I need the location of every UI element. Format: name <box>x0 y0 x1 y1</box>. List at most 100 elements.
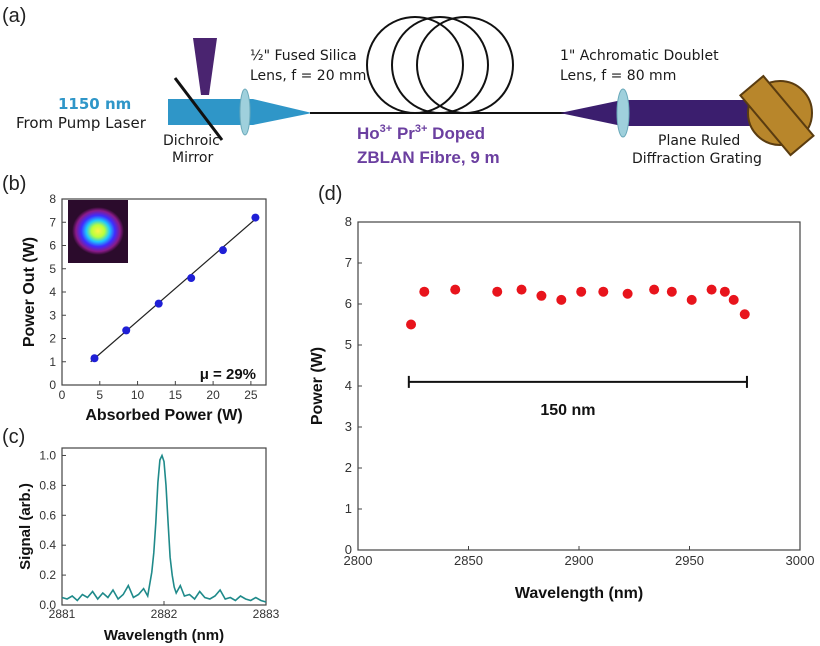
y-axis-label: Power Out (W) <box>21 237 38 347</box>
data-point <box>187 274 196 283</box>
x-tick-label: 2850 <box>454 553 483 568</box>
data-point <box>251 213 260 222</box>
x-tick-label: 10 <box>131 388 145 402</box>
y-tick-label: 7 <box>49 215 56 229</box>
output-beam-up <box>193 38 217 95</box>
data-point <box>419 286 430 297</box>
data-point <box>686 294 697 305</box>
y-tick-label: 5 <box>49 262 56 276</box>
lens1-label-1: ½" Fused Silica <box>250 48 357 64</box>
fibre-label-2: ZBLAN Fibre, 9 m <box>357 148 500 167</box>
x-tick-label: 25 <box>244 388 258 402</box>
y-tick-label: 4 <box>49 285 56 299</box>
lens2-label-2: Lens, f = 80 mm <box>560 68 676 84</box>
panel-label-a: (a) <box>2 5 26 27</box>
y-axis-label: Power (W) <box>309 347 326 425</box>
data-point <box>728 294 739 305</box>
grating-label-1: Plane Ruled <box>658 133 740 149</box>
dichroic-label-2: Mirror <box>172 150 213 166</box>
x-axis-label: Absorbed Power (W) <box>85 407 242 424</box>
x-tick-label: 2800 <box>344 553 373 568</box>
y-tick-label: 3 <box>345 419 352 434</box>
beam-profile-inset <box>68 200 128 263</box>
y-tick-label: 0.0 <box>39 598 56 612</box>
fibre-label-1: Ho3+ Pr3+ Doped <box>357 123 485 143</box>
data-point <box>122 326 131 335</box>
plot-frame <box>357 221 801 551</box>
chart-d: 2800 2850 2900 2950 3000 0 1 2 3 4 5 6 7 8 Wavelength … <box>309 214 814 602</box>
y-tick-label: 8 <box>345 214 352 229</box>
data-point <box>90 354 99 363</box>
y-tick-label: 7 <box>345 255 352 270</box>
lens-1 <box>239 88 251 136</box>
data-point <box>649 284 660 295</box>
fit-line <box>90 215 259 363</box>
x-tick-label: 0 <box>59 388 66 402</box>
chart-c: 2881 2882 2883 0.0 0.2 0.4 0.6 0.8 1.0 Wavelength… <box>17 447 280 644</box>
x-tick-label: 3000 <box>786 553 815 568</box>
data-point <box>706 284 717 295</box>
panel-label-b: (b) <box>2 173 26 195</box>
y-tick-label: 1 <box>49 355 56 369</box>
y-tick-label: 0.2 <box>39 568 56 582</box>
plot-frame <box>61 447 267 606</box>
panel-label-c: (c) <box>2 426 25 448</box>
x-axis-label: Wavelength (nm) <box>515 585 643 602</box>
pump-wavelength-label: 1150 nm <box>58 95 131 113</box>
y-tick-label: 6 <box>345 296 352 311</box>
data-point <box>622 288 633 299</box>
pump-source-label: From Pump Laser <box>16 114 147 132</box>
dichroic-label-1: Dichroic <box>163 133 220 149</box>
x-tick-label: 15 <box>169 388 183 402</box>
data-point <box>576 286 587 297</box>
y-tick-label: 1 <box>345 501 352 516</box>
x-axis-label: Wavelength (nm) <box>104 627 224 644</box>
y-tick-label: 0.4 <box>39 538 56 552</box>
efficiency-annotation: μ = 29% <box>200 366 256 383</box>
y-tick-label: 5 <box>345 337 352 352</box>
y-tick-label: 2 <box>49 332 56 346</box>
data-point <box>536 290 547 301</box>
data-point <box>450 284 461 295</box>
x-tick-label: 2881 <box>49 607 76 621</box>
data-point <box>666 286 677 297</box>
grating-label-2: Diffraction Grating <box>632 151 762 167</box>
chart-b: 0 5 10 15 20 25 0 1 2 3 4 5 6 7 8 Absorbed Power (W) Pow… <box>21 192 267 424</box>
data-point <box>218 246 227 255</box>
pump-focus-cone <box>253 99 312 125</box>
data-point <box>492 286 503 297</box>
lens1-label-2: Lens, f = 20 mm <box>250 68 366 84</box>
data-point <box>556 294 567 305</box>
y-tick-label: 6 <box>49 239 56 253</box>
diffraction-grating <box>738 74 815 157</box>
data-point <box>406 319 417 330</box>
x-tick-label: 2883 <box>253 607 280 621</box>
x-tick-label: 2900 <box>565 553 594 568</box>
panel-label-d: (d) <box>318 183 342 205</box>
y-tick-label: 0 <box>49 378 56 392</box>
y-tick-label: 3 <box>49 308 56 322</box>
data-point <box>598 286 609 297</box>
fibre-coil <box>366 16 514 114</box>
spectrum-line <box>61 453 267 603</box>
y-tick-label: 0.6 <box>39 508 56 522</box>
y-tick-label: 0 <box>345 542 352 557</box>
y-tick-label: 1.0 <box>39 448 56 462</box>
x-tick-label: 5 <box>96 388 103 402</box>
dichroic-mirror <box>173 77 224 141</box>
lens2-label-1: 1" Achromatic Doublet <box>560 48 719 64</box>
setup-diagram: (a) 1150 nm From Pump Laser Dichroic Mir <box>2 5 815 167</box>
x-tick-label: 2882 <box>151 607 178 621</box>
data-point <box>739 309 750 320</box>
y-tick-label: 8 <box>49 192 56 206</box>
data-point <box>154 299 163 308</box>
y-tick-label: 4 <box>345 378 352 393</box>
data-point <box>719 286 730 297</box>
x-tick-label: 2950 <box>675 553 704 568</box>
collimating-cone <box>560 100 622 126</box>
x-tick-label: 20 <box>206 388 220 402</box>
y-axis-label: Signal (arb.) <box>17 483 34 570</box>
data-point <box>516 284 527 295</box>
y-tick-label: 2 <box>345 460 352 475</box>
